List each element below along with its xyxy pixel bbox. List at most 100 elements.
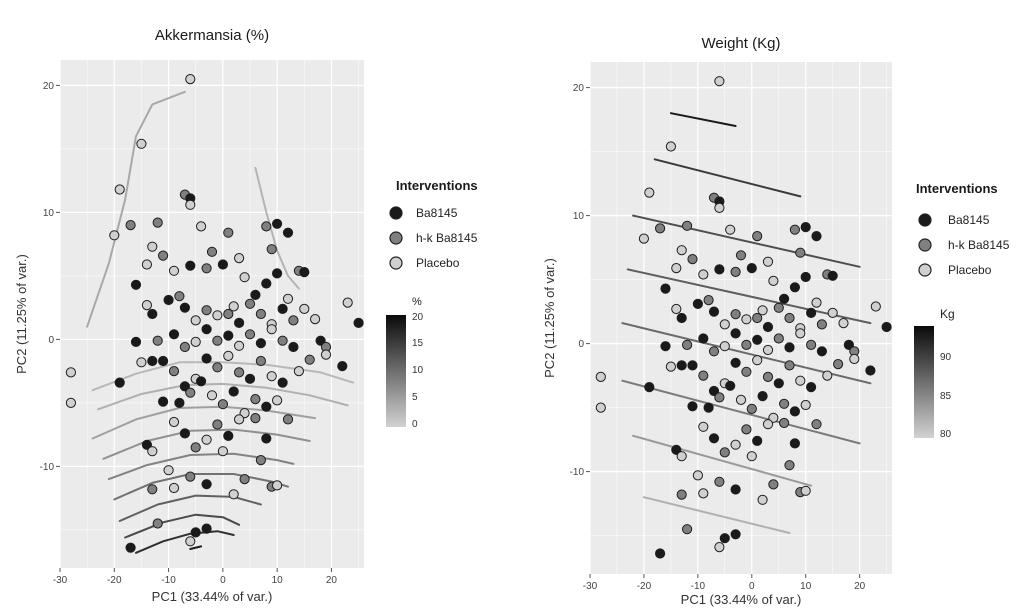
- legend-swatch: [918, 213, 932, 227]
- point-placebo: [114, 184, 125, 195]
- point-ba8145: [800, 222, 811, 233]
- point-ba8145: [752, 334, 763, 345]
- point-hk-ba8145: [784, 312, 795, 324]
- contour-line: [653, 158, 802, 198]
- point-placebo: [698, 488, 709, 499]
- y-tick-labels: -10 0 10 20: [40, 81, 60, 473]
- point-placebo: [147, 446, 158, 457]
- point-ba8145: [806, 382, 817, 393]
- point-ba8145: [261, 278, 272, 289]
- colorbar-tick: 5: [412, 392, 418, 403]
- point-placebo: [644, 187, 655, 198]
- contour-line: [97, 382, 349, 411]
- point-ba8145: [277, 303, 288, 314]
- y-tick-labels: -10 0 10 20: [570, 83, 590, 478]
- point-placebo: [762, 344, 774, 356]
- contour-line: [91, 361, 355, 392]
- point-hk-ba8145: [152, 518, 163, 529]
- panel-title: Weight (Kg): [702, 35, 781, 52]
- point-hk-ba8145: [730, 266, 741, 277]
- colorbar-gradient: [386, 315, 406, 427]
- point-ba8145: [865, 365, 876, 376]
- point-hk-ba8145: [217, 399, 228, 410]
- point-ba8145: [179, 302, 190, 313]
- point-hk-ba8145: [201, 305, 212, 316]
- colorbar-ticks: 20 15 10 5 0: [412, 312, 424, 430]
- point-placebo: [190, 336, 201, 347]
- point-ba8145: [730, 529, 741, 540]
- point-placebo: [757, 494, 768, 505]
- point-ba8145: [708, 433, 720, 444]
- data-points: [595, 76, 892, 559]
- point-hk-ba8145: [244, 298, 256, 309]
- x-tick-label: 10: [272, 575, 284, 586]
- x-tick-label: 10: [800, 581, 812, 592]
- point-ba8145: [719, 533, 730, 544]
- colorbar-tick: 80: [940, 429, 952, 440]
- colorbar-percent: % 20 15 10 5 0: [386, 296, 424, 430]
- point-placebo: [141, 259, 152, 270]
- contour-line: [632, 434, 813, 487]
- point-ba8145: [272, 218, 283, 229]
- contour-line: [632, 214, 861, 268]
- x-axis-label: PC1 (33.44% of var.): [681, 592, 802, 607]
- point-ba8145: [201, 479, 212, 490]
- point-ba8145: [261, 433, 272, 444]
- point-hk-ba8145: [261, 221, 272, 232]
- point-placebo: [223, 350, 234, 361]
- point-placebo: [168, 265, 180, 276]
- point-hk-ba8145: [212, 335, 223, 346]
- point-placebo: [185, 199, 196, 210]
- y-tick-label: 20: [43, 81, 55, 92]
- colorbar-gradient: [914, 326, 934, 438]
- point-placebo: [595, 371, 606, 382]
- point-placebo: [293, 366, 304, 377]
- point-placebo: [638, 233, 650, 244]
- point-ba8145: [185, 260, 196, 271]
- point-hk-ba8145: [741, 424, 752, 435]
- y-tick-label: 0: [48, 335, 54, 346]
- point-ba8145: [201, 353, 212, 364]
- point-ba8145: [179, 428, 190, 439]
- point-hk-ba8145: [773, 302, 784, 313]
- point-hk-ba8145: [795, 247, 806, 258]
- point-placebo: [299, 303, 310, 314]
- x-tick-labels: -30 -20 -10 0 10 20: [583, 574, 866, 592]
- contour-line: [91, 405, 317, 440]
- point-ba8145: [201, 324, 212, 335]
- y-tick-label: 20: [573, 83, 585, 94]
- colorbar-tick: 20: [412, 312, 424, 323]
- point-ba8145: [843, 339, 855, 350]
- point-placebo: [870, 301, 881, 312]
- point-hk-ba8145: [714, 392, 725, 403]
- legend-label: Placebo: [948, 263, 992, 277]
- point-placebo: [185, 536, 196, 547]
- point-ba8145: [779, 293, 790, 304]
- point-placebo: [725, 224, 736, 235]
- point-placebo: [65, 397, 77, 408]
- point-ba8145: [811, 231, 822, 242]
- point-placebo: [714, 202, 725, 213]
- point-ba8145: [277, 377, 288, 388]
- point-placebo: [282, 293, 294, 304]
- point-ba8145: [244, 373, 256, 384]
- plot-area: [60, 60, 364, 568]
- point-placebo: [665, 361, 677, 372]
- point-placebo: [730, 439, 741, 450]
- point-hk-ba8145: [212, 362, 223, 373]
- legend-title: Interventions: [916, 181, 998, 196]
- point-hk-ba8145: [773, 333, 784, 344]
- point-placebo: [168, 416, 180, 428]
- x-tick-label: -10: [691, 581, 706, 592]
- contour-line: [86, 90, 186, 328]
- legend-label: h-k Ba8145: [948, 238, 1010, 252]
- point-hk-ba8145: [190, 442, 201, 453]
- point-ba8145: [147, 308, 158, 320]
- point-placebo: [212, 310, 223, 321]
- y-tick-label: 10: [43, 208, 55, 219]
- interventions-legend: Interventions Ba8145 h-k Ba8145 Placebo: [389, 178, 478, 270]
- point-placebo: [671, 263, 682, 274]
- point-hk-ba8145: [282, 414, 294, 425]
- point-ba8145: [692, 298, 704, 309]
